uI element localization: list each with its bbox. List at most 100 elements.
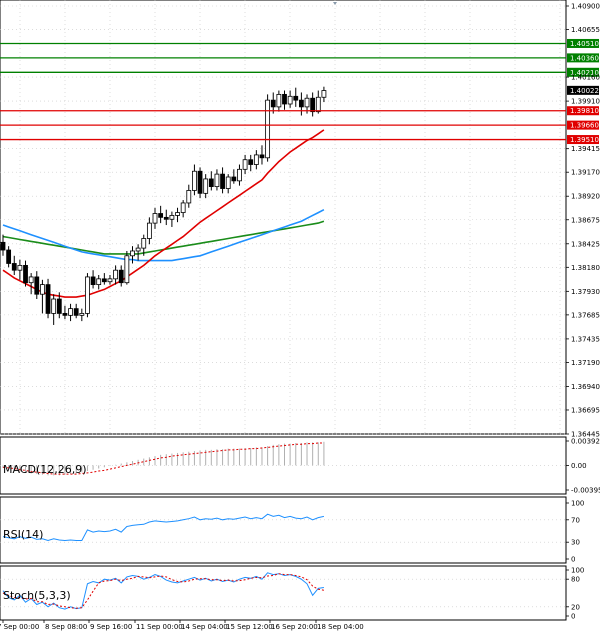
candle-body — [62, 313, 68, 316]
candle-body — [259, 154, 265, 159]
stoch-d-line — [2, 573, 324, 609]
y-tick-label: 30 — [571, 539, 580, 547]
candle — [17, 259, 23, 280]
y-tick-label: 1.37190 — [571, 359, 600, 367]
candle-body — [169, 215, 175, 220]
candle — [310, 92, 316, 117]
level-label-box — [567, 106, 599, 116]
candle — [101, 273, 107, 285]
candle — [0, 234, 6, 256]
candle — [237, 164, 242, 186]
x-tick-label: 7 Sep 00:00 — [0, 623, 39, 631]
candle — [90, 270, 96, 289]
candle-body — [220, 173, 225, 189]
x-tick-label: 11 Sep 00:00 — [136, 623, 183, 631]
candle — [231, 169, 237, 184]
y-tick-label: 1.37930 — [571, 288, 600, 296]
y-tick-label: 20 — [571, 603, 580, 611]
candle-body — [208, 178, 214, 188]
candle-body — [118, 269, 124, 284]
candle-body — [79, 313, 85, 316]
y-tick-label: 0.00 — [571, 462, 587, 470]
candle-body — [304, 97, 310, 108]
candle-body — [310, 97, 316, 113]
candle-body — [282, 93, 287, 105]
y-tick-label: 100 — [571, 567, 584, 575]
candle-body — [101, 278, 107, 283]
candle-body — [107, 278, 113, 283]
candle — [85, 273, 90, 318]
candle — [152, 207, 158, 229]
y-tick-label: 1.36695 — [571, 406, 600, 414]
candle-body — [0, 241, 6, 251]
price-panel: 1.40510 1.40360 1.40210 1.39810 1.39660 1.395… — [0, 0, 600, 439]
candle-body — [163, 216, 169, 220]
candle-body — [265, 99, 271, 159]
candle — [51, 294, 57, 325]
y-tick-label: 1.37685 — [571, 311, 600, 319]
level-label-box — [567, 53, 599, 63]
y-tick-label: 1.40900 — [571, 3, 600, 11]
candle-body — [113, 269, 118, 280]
x-tick-label: 15 Sep 12:00 — [226, 623, 273, 631]
candle-body — [237, 168, 242, 182]
level-label: 1.40360 — [570, 54, 599, 62]
candle — [56, 292, 62, 319]
y-tick-label: 70 — [571, 516, 580, 524]
y-tick-label: 1.40655 — [571, 26, 600, 34]
candle — [62, 305, 68, 320]
level-label: 1.39810 — [570, 107, 599, 115]
candle — [220, 167, 225, 194]
candle — [124, 250, 130, 285]
candle-body — [214, 173, 220, 188]
y-tick-label: 0 — [571, 613, 575, 621]
y-tick-label: 100 — [571, 500, 584, 508]
scroll-marker-icon[interactable] — [333, 2, 337, 5]
candle-body — [158, 213, 164, 218]
level-label-box — [567, 120, 599, 130]
y-tick-label: 1.40160 — [571, 74, 600, 82]
candle — [242, 154, 248, 175]
candle — [208, 171, 214, 191]
candle — [169, 211, 175, 227]
candle-body — [276, 93, 282, 108]
candle-body — [90, 276, 96, 286]
candle-body — [28, 276, 34, 284]
x-tick-label: 9 Sep 16:00 — [90, 623, 132, 631]
current-price-label: 1.40022 — [570, 87, 599, 95]
candle — [293, 87, 299, 107]
candle — [248, 154, 254, 172]
candle-body — [141, 238, 147, 249]
ma-fast-line — [2, 129, 325, 298]
level-label-box — [567, 38, 599, 48]
candle-body — [45, 284, 51, 314]
candle-body — [68, 308, 73, 316]
candle — [158, 205, 164, 224]
candle — [315, 90, 321, 114]
candle-body — [175, 212, 180, 216]
candle — [79, 308, 85, 322]
candle — [259, 145, 265, 165]
candle-body — [40, 284, 45, 295]
level-label: 1.39660 — [570, 122, 599, 130]
y-tick-label: 1.38675 — [571, 216, 600, 224]
level-label: 1.40510 — [570, 40, 599, 48]
candle — [107, 275, 113, 285]
candle — [40, 279, 45, 314]
candle-body — [6, 249, 12, 264]
candle-body — [152, 213, 158, 224]
candle — [45, 278, 51, 319]
candle — [282, 90, 287, 110]
candle — [265, 94, 271, 162]
candle — [203, 174, 209, 199]
y-tick-label: 1.39415 — [571, 145, 600, 153]
candle-body — [135, 247, 141, 252]
candle — [180, 200, 186, 218]
candle — [298, 92, 304, 116]
y-tick-label: 1.38180 — [571, 264, 600, 272]
rsi-line — [2, 513, 325, 542]
candle-body — [56, 298, 62, 314]
candle-body — [146, 222, 152, 239]
